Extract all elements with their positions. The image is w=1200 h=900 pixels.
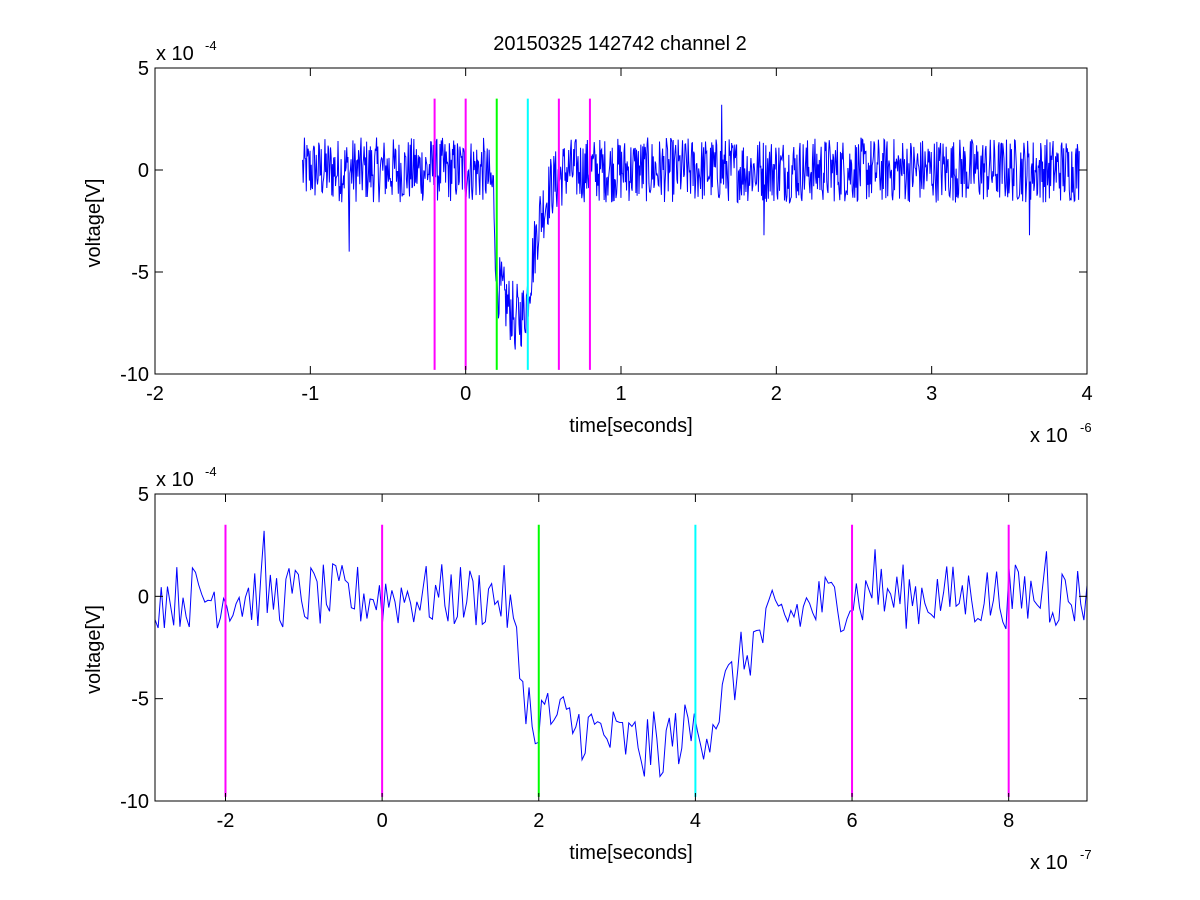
x-tick-label: 0 [460, 383, 471, 405]
x-tick-label: -2 [146, 383, 164, 405]
x-tick-label: 4 [1081, 383, 1092, 405]
y-tick-label: 5 [138, 58, 149, 80]
y-tick-label: -10 [120, 791, 149, 813]
y-tick-label: 5 [138, 484, 149, 506]
x-tick-label: 6 [846, 810, 857, 832]
x-exponent-value: -6 [1080, 420, 1092, 435]
x-tick-label: 4 [690, 810, 701, 832]
y-tick-label: 0 [138, 160, 149, 182]
y-tick-label: -5 [131, 689, 149, 711]
axes-box [154, 493, 1088, 802]
y-tick-label: 0 [138, 586, 149, 608]
y-axis-label: voltage[V] [83, 179, 105, 268]
x-axis-label: time[seconds] [569, 415, 692, 437]
series-line [302, 104, 1080, 350]
x-exponent-label: x 10 [1030, 852, 1068, 874]
x-tick-label: -2 [217, 810, 235, 832]
x-tick-label: 1 [615, 383, 626, 405]
y-tick-label: -10 [120, 364, 149, 386]
x-tick-label: 2 [533, 810, 544, 832]
axes-box [154, 67, 1088, 375]
y-exponent-label: x 10 [156, 469, 194, 491]
y-axis-label: voltage[V] [83, 605, 105, 694]
x-tick-label: 0 [377, 810, 388, 832]
x-tick-label: -1 [301, 383, 319, 405]
top-plot: -2 -1 0 1 2 3 4-10-505time[seconds]voltage[V]x… [83, 38, 1093, 447]
x-tick-label: 2 [771, 383, 782, 405]
y-tick-label: -5 [131, 262, 149, 284]
x-axis-label: time[seconds] [569, 842, 692, 864]
figure-title: 20150325 142742 channel 2 [493, 33, 747, 55]
y-exponent-value: -4 [205, 464, 217, 479]
y-exponent-label: x 10 [156, 43, 194, 65]
bottom-plot: -2 0 2 4 6 8 -10 -5 0 5 time[seconds] voltage[V] x 1… [83, 464, 1092, 874]
x-exponent-label: x 10 [1030, 425, 1068, 447]
x-exponent-value: -7 [1080, 847, 1092, 862]
x-tick-label: 3 [926, 383, 937, 405]
x-tick-label: 8 [1003, 810, 1014, 832]
y-exponent-value: -4 [205, 38, 217, 53]
series-line [154, 530, 1088, 778]
